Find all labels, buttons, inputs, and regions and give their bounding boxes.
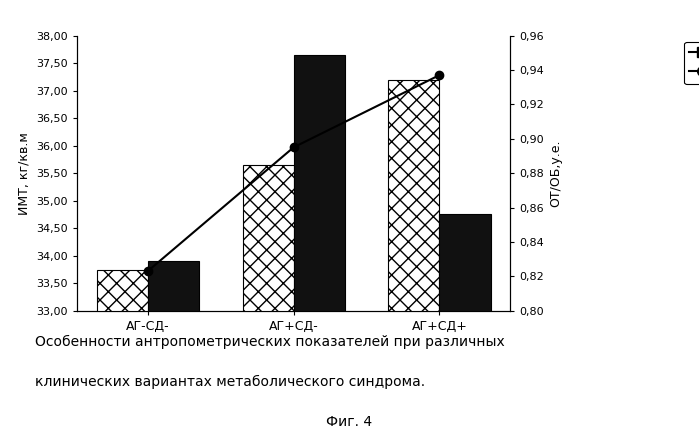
Bar [389,79,440,444]
Bar [147,261,199,444]
Y-axis label: ОТ/ОБ,у.е.: ОТ/ОБ,у.е. [549,139,563,207]
Legend: ИМТ, ОТ/ОБ: ИМТ, ОТ/ОБ [684,42,699,84]
Y-axis label: ИМТ, кг/кв.м: ИМТ, кг/кв.м [17,132,31,214]
Bar [294,55,345,444]
Text: Фиг. 4: Фиг. 4 [326,415,373,429]
Bar [440,214,491,444]
Bar [243,165,294,444]
Text: клинических вариантах метаболического синдрома.: клинических вариантах метаболического си… [35,375,425,389]
Bar [96,270,147,444]
Text: Особенности антропометрических показателей при различных: Особенности антропометрических показател… [35,335,505,349]
